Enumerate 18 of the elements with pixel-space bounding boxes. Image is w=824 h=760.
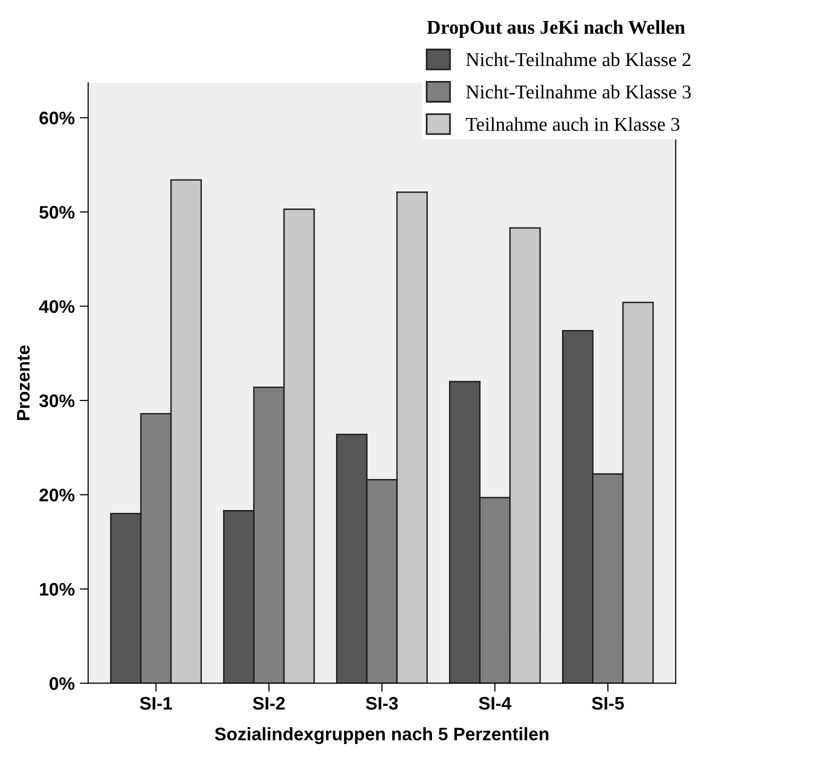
x-tick-label: SI-5 (592, 696, 624, 710)
x-tick-label: SI-2 (252, 696, 285, 710)
x-tick-label: SI-4 (478, 696, 512, 710)
y-tick-label: 50% (39, 206, 74, 219)
y-axis-title: Prozente (17, 346, 30, 420)
y-tick-label: 10% (40, 582, 74, 596)
legend-label: Nicht-Teilnahme ab Klasse 2 (466, 52, 690, 66)
legend-title: DropOut aus JeKi nach Wellen (427, 20, 685, 38)
y-tick-label: 40% (39, 300, 74, 313)
x-axis-title: Sozialindexgruppen nach 5 Perzentilen (214, 727, 548, 744)
x-tick-label: SI-1 (140, 696, 172, 710)
legend-label: Nicht-Teilnahme ab Klasse 3 (466, 84, 691, 99)
y-tick-label: 0% (50, 677, 74, 690)
y-tick-label: 60% (39, 112, 74, 124)
y-tick-label: 20% (39, 488, 74, 502)
legend-label: Teilnahme auch in Klasse 3 (466, 117, 680, 131)
x-tick-label: SI-3 (366, 696, 398, 710)
y-tick-label: 30% (39, 394, 74, 408)
